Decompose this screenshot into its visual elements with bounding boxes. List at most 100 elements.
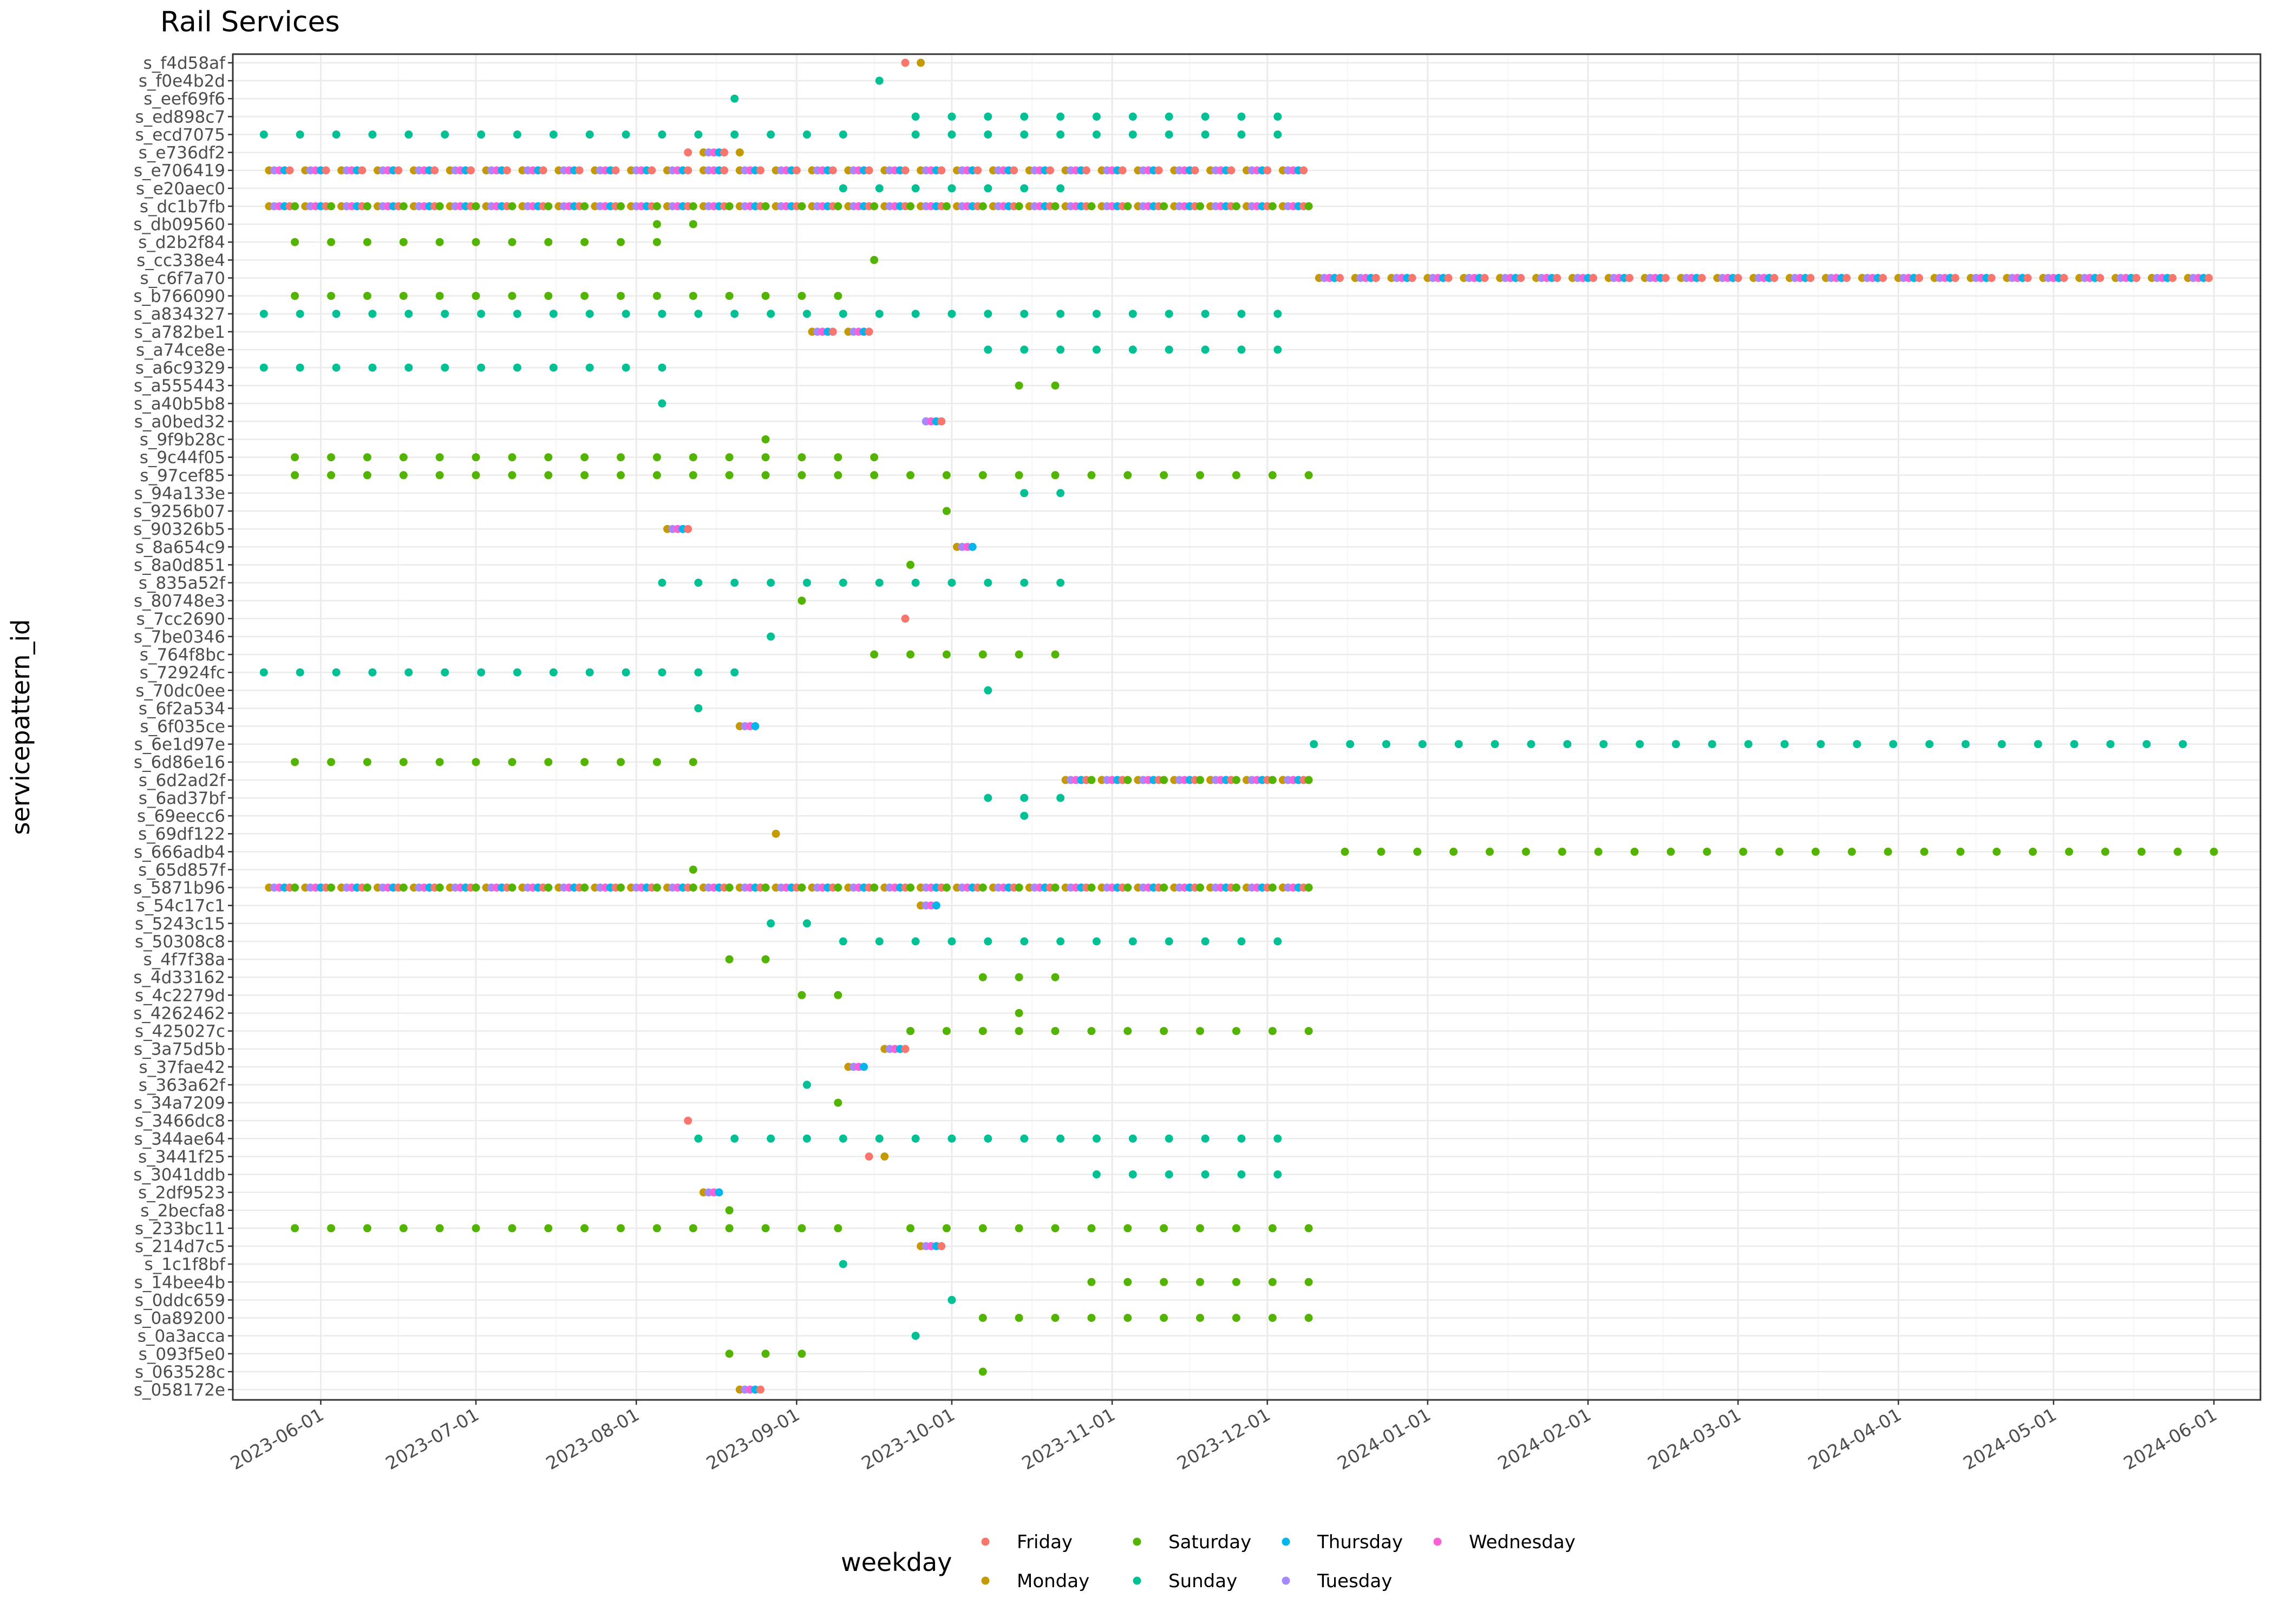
data-point bbox=[1853, 740, 1861, 749]
data-point bbox=[870, 453, 879, 462]
data-point bbox=[1811, 847, 1820, 856]
data-point bbox=[1092, 130, 1101, 139]
data-point bbox=[802, 310, 811, 318]
data-point bbox=[2096, 274, 2105, 282]
data-point bbox=[906, 471, 914, 480]
data-point bbox=[472, 202, 480, 211]
data-point bbox=[399, 1224, 408, 1233]
data-point bbox=[865, 328, 873, 336]
data-point bbox=[948, 112, 956, 121]
data-point bbox=[1020, 345, 1029, 354]
data-point bbox=[1273, 1170, 1282, 1178]
data-point bbox=[1123, 1224, 1132, 1233]
data-point bbox=[839, 130, 847, 139]
data-point bbox=[1558, 847, 1566, 856]
data-point bbox=[1454, 740, 1463, 749]
y-tick-label: s_a74ce8e bbox=[136, 340, 225, 360]
y-tick-label: s_a40b5b8 bbox=[134, 394, 225, 414]
data-point bbox=[259, 668, 268, 677]
data-point bbox=[839, 937, 847, 946]
data-point bbox=[911, 1332, 920, 1340]
data-point bbox=[911, 112, 920, 121]
y-tick-label: s_d2b2f84 bbox=[138, 233, 225, 252]
data-point bbox=[942, 202, 951, 211]
data-point bbox=[1056, 310, 1065, 318]
data-point bbox=[617, 883, 625, 892]
data-point bbox=[296, 310, 304, 318]
data-point bbox=[472, 471, 480, 480]
data-point bbox=[1056, 794, 1065, 802]
y-tick-label: s_3466dc8 bbox=[135, 1111, 225, 1131]
data-point bbox=[1154, 166, 1163, 175]
data-point bbox=[1341, 847, 1349, 856]
data-point bbox=[327, 883, 335, 892]
data-point bbox=[1310, 740, 1318, 749]
data-point bbox=[1667, 847, 1675, 856]
data-point bbox=[399, 471, 408, 480]
data-point bbox=[978, 202, 987, 211]
data-point bbox=[689, 292, 697, 300]
data-point bbox=[441, 130, 449, 139]
data-point bbox=[1956, 847, 1965, 856]
y-tick-label: s_90326b5 bbox=[133, 520, 225, 539]
data-point bbox=[798, 202, 806, 211]
data-point bbox=[978, 1314, 987, 1322]
data-point bbox=[1056, 130, 1065, 139]
data-point bbox=[725, 1224, 734, 1233]
data-point bbox=[580, 471, 589, 480]
y-tick-label: s_65d857f bbox=[138, 860, 226, 880]
data-point bbox=[1051, 1314, 1060, 1322]
data-point bbox=[1304, 1314, 1313, 1322]
data-point bbox=[1051, 471, 1060, 480]
data-point bbox=[259, 310, 268, 318]
data-point bbox=[291, 471, 299, 480]
y-tick-label: s_dc1b7fb bbox=[140, 197, 225, 217]
data-point bbox=[580, 453, 589, 462]
data-point bbox=[834, 1098, 842, 1107]
data-point bbox=[327, 292, 335, 300]
y-tick-label: s_6ad37bf bbox=[139, 789, 226, 808]
y-tick-label: s_14bee4b bbox=[134, 1273, 225, 1292]
data-point bbox=[720, 148, 729, 157]
data-point bbox=[1816, 740, 1825, 749]
data-point bbox=[399, 758, 408, 767]
y-tick-label: s_cc338e4 bbox=[136, 251, 225, 270]
data-point bbox=[1087, 883, 1096, 892]
y-tick-label: s_4d33162 bbox=[133, 968, 225, 987]
y-tick-label: s_54c17c1 bbox=[136, 896, 225, 916]
data-point bbox=[911, 937, 920, 946]
legend-label-saturday: Saturday bbox=[1168, 1531, 1251, 1553]
data-point bbox=[1232, 202, 1240, 211]
data-point bbox=[1304, 1278, 1313, 1286]
data-point bbox=[1056, 345, 1065, 354]
data-point bbox=[327, 758, 335, 767]
y-tick-label: s_69df122 bbox=[138, 824, 225, 844]
data-point bbox=[363, 292, 371, 300]
data-point bbox=[652, 202, 661, 211]
data-point bbox=[761, 471, 770, 480]
data-point bbox=[942, 1027, 951, 1036]
y-tick-label: s_4c2279d bbox=[135, 986, 225, 1005]
data-point bbox=[798, 597, 806, 605]
data-point bbox=[580, 202, 589, 211]
data-point bbox=[1232, 1224, 1240, 1233]
data-point bbox=[1056, 112, 1065, 121]
data-point bbox=[725, 292, 734, 300]
data-point bbox=[2034, 740, 2042, 749]
data-point bbox=[2205, 274, 2213, 282]
data-point bbox=[1201, 1170, 1210, 1178]
data-point bbox=[435, 758, 444, 767]
data-point bbox=[978, 883, 987, 892]
data-point bbox=[368, 668, 377, 677]
data-point bbox=[978, 1367, 987, 1376]
data-point bbox=[875, 184, 884, 193]
data-point bbox=[1517, 274, 1525, 282]
data-point bbox=[508, 453, 517, 462]
data-point bbox=[549, 363, 558, 372]
data-point bbox=[973, 166, 982, 175]
x-tick-label: 2024-04-01 bbox=[1805, 1404, 1905, 1474]
data-point bbox=[834, 471, 842, 480]
data-point bbox=[761, 1350, 770, 1358]
data-point bbox=[477, 130, 486, 139]
data-point bbox=[1201, 345, 1210, 354]
